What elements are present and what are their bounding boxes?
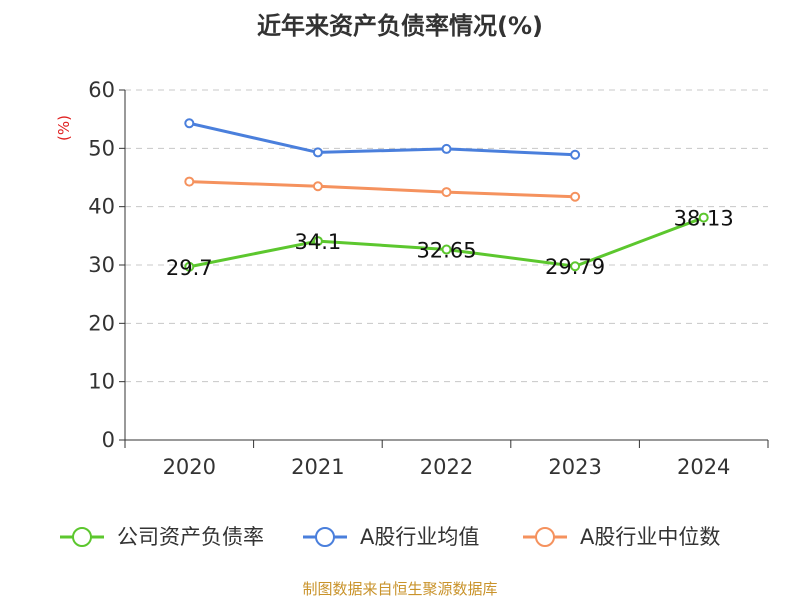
legend-label: A股行业中位数 [580,525,720,549]
y-tick-label: 50 [88,136,115,160]
legend-item: A股行业均值 [303,525,479,549]
data-source: 制图数据来自恒生聚源数据库 [302,580,497,598]
data-label: 29.79 [545,255,605,279]
data-point [184,118,195,129]
data-point [312,236,323,247]
series-line [188,121,576,157]
legend-label: A股行业均值 [360,525,479,549]
data-point [698,212,709,223]
data-point [312,181,323,192]
data-point [441,187,452,198]
data-point [312,147,323,158]
x-tick-label: 2023 [548,455,601,479]
x-tick-label: 2021 [291,455,344,479]
y-tick-label: 20 [88,311,115,335]
x-tick-label: 2020 [163,455,216,479]
legend-marker [72,527,92,547]
data-point [570,261,581,272]
chart-title: 近年来资产负债率情况(%) [257,12,543,40]
x-tick-label: 2022 [420,455,473,479]
x-tick-label: 2024 [677,455,730,479]
data-point [441,143,452,154]
data-label: 29.7 [166,256,213,280]
legend-label: 公司资产负债率 [117,525,264,549]
series-line [189,180,576,199]
y-axis-label: (%) [55,115,73,141]
data-point [441,244,452,255]
y-tick-label: 40 [88,195,115,219]
data-label: 38.13 [674,207,734,231]
legend-marker [315,527,335,547]
y-tick-label: 0 [102,428,115,452]
data-point [570,149,581,160]
legend-item: A股行业中位数 [523,525,720,549]
y-tick-label: 60 [88,78,115,102]
data-label: 34.1 [295,230,342,254]
data-point [184,176,195,187]
y-tick-label: 10 [88,370,115,394]
y-tick-label: 30 [88,253,115,277]
data-point [184,261,195,272]
data-label: 32.65 [416,239,476,263]
data-point [570,191,581,202]
legend-item: 公司资产负债率 [60,525,264,549]
legend-marker [535,527,555,547]
